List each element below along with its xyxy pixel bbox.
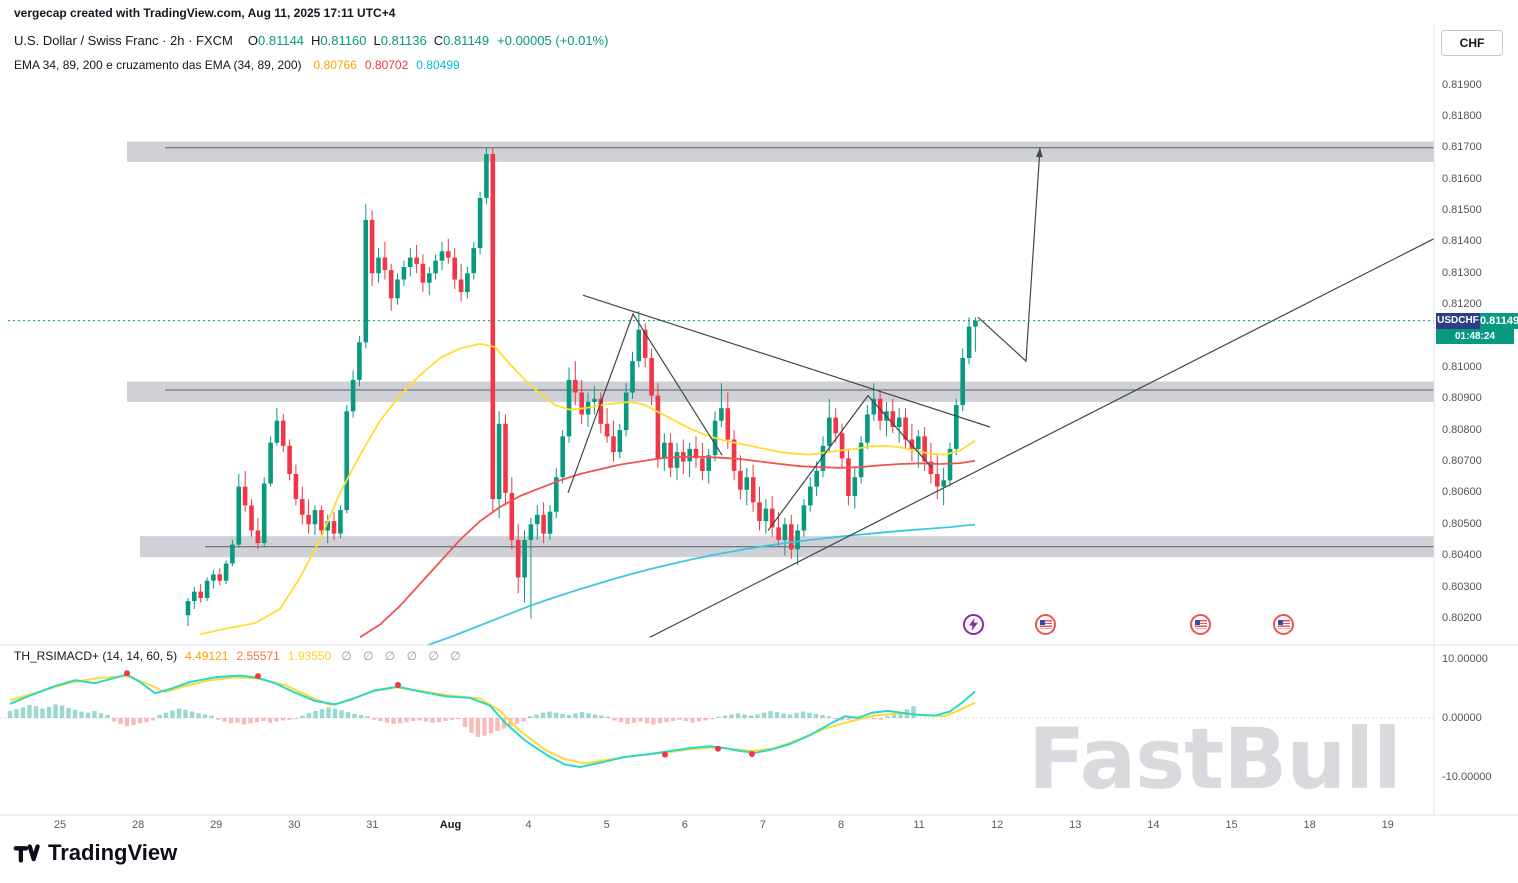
ema-89-line [359,455,976,638]
lightning-bolt-icon [969,618,978,631]
indicator-label: TH_RSIMACD+ (14, 14, 60, 5) [14,649,178,663]
indicator-tick: -10.00000 [1442,770,1492,783]
time-tick: 7 [759,819,766,831]
dividers-layer [0,24,1518,816]
fastbull-watermark: FastBull [1028,710,1402,808]
time-tick: 4 [525,819,532,831]
indicator-header[interactable]: TH_RSIMACD+ (14, 14, 60, 5) 4.49121 2.5557… [14,649,465,663]
ohlc-close-value: 0.81149 [443,33,490,48]
time-tick: 8 [837,819,845,831]
flag-event-icon[interactable] [1190,614,1211,635]
price-label-symbol: USDCHF [1436,312,1480,329]
ema-lines-layer [199,342,976,646]
price-tick: 0.80900 [1442,392,1482,405]
time-tick: 30 [288,819,301,831]
price-tick: 0.81700 [1442,141,1482,154]
ohlc-open-label: O [247,33,258,48]
indicator-tick: 0.00000 [1442,711,1482,724]
time-tick: 19 [1381,819,1394,831]
time-tick: 29 [210,819,223,831]
change-value: +0.00005 (+0.01%) [497,33,609,48]
time-tick: 6 [681,819,688,831]
flag-icon [1194,620,1207,629]
ema-89-value: 0.80702 [364,58,409,72]
price-tick: 0.81900 [1442,78,1482,91]
indicator-value-2: 2.55571 [236,649,280,663]
symbol-title[interactable]: U.S. Dollar / Swiss Franc · 2h · FXCM [14,33,233,48]
price-tick: 0.80400 [1442,549,1482,562]
time-tick: 28 [131,819,145,831]
price-tick: 0.80200 [1442,611,1482,624]
time-tick: 14 [1147,819,1160,831]
ohlc-open-value: 0.81144 [258,33,305,48]
time-tick: 11 [913,819,925,831]
time-tick: 15 [1225,819,1238,831]
ohlc-high-label: H [311,33,321,48]
ema-label: EMA 34, 89, 200 e cruzamento das EMA (34… [14,58,302,72]
sr-zones-layer [127,141,1434,558]
price-tick: 0.81000 [1442,360,1482,373]
tradingview-logo-icon[interactable] [12,839,40,867]
flag-event-icon[interactable] [1273,614,1294,635]
trendlines-layer [567,147,1435,638]
price-tick: 0.81600 [1442,172,1482,185]
price-label-countdown: 01:48:24 [1436,328,1514,344]
indicator-value-3: 1.93550 [287,649,332,663]
symbol-header[interactable]: U.S. Dollar / Swiss Franc · 2h · FXCM O0.… [14,33,608,48]
ema-200-value: 0.80499 [416,58,460,72]
price-tick: 0.80800 [1442,423,1482,436]
ema-200-line [427,523,976,646]
ema-34-line [199,342,976,635]
time-tick: 18 [1303,819,1316,831]
price-tick: 0.80700 [1442,455,1482,467]
time-tick: 12 [991,819,1004,831]
ohlc-close-label: C [433,33,444,48]
time-tick: Aug [439,819,462,831]
price-tick: 0.80600 [1442,486,1482,499]
price-tick: 0.80300 [1442,580,1482,593]
price-axis[interactable]: 0.81900 0.81800 0.81700 0.81600 0.81500 0.814… [1434,0,1518,835]
time-tick: 25 [53,819,67,831]
time-axis[interactable]: 25 28 29 30 31 Aug 4 5 6 7 8 11 12 13 14 15 18 19 [0,815,1434,837]
lightning-event-icon[interactable] [963,614,984,635]
time-tick: 13 [1069,819,1082,831]
flag-icon [1277,620,1290,629]
currency-label: CHF [1459,36,1485,50]
price-tick: 0.80500 [1442,517,1482,530]
footer-branding: TradingView [12,839,177,867]
price-tick: 0.81500 [1442,204,1482,216]
last-price-label: USDCHF 0.81149 01:48:24 [1436,312,1518,344]
price-tick: 0.81200 [1442,298,1482,311]
flag-icon [1039,620,1052,629]
indicator-tick: 10.00000 [1442,652,1488,665]
currency-toggle-button[interactable]: CHF [1441,30,1503,56]
ohlc-low-label: L [373,33,381,48]
price-tick: 0.81800 [1442,109,1482,122]
time-tick: 5 [603,819,610,831]
creator-watermark: vergecap created with TradingView.com, A… [14,6,396,20]
price-tick: 0.81300 [1442,266,1482,279]
indicator-empty-values: ∅ ∅ ∅ ∅ ∅ ∅ [341,649,465,663]
price-label-value: 0.81149 [1480,312,1518,329]
time-tick: 31 [366,819,379,831]
indicator-layer [0,670,1434,768]
ema-34-value: 0.80766 [313,58,357,72]
indicator-value-1: 4.49121 [185,649,229,663]
price-tick: 0.81400 [1442,235,1482,248]
ohlc-high-value: 0.81160 [320,33,367,48]
ema-header[interactable]: EMA 34, 89, 200 e cruzamento das EMA (34… [14,58,460,72]
flag-event-icon[interactable] [1035,614,1056,635]
ohlc-low-value: 0.81136 [380,33,427,48]
candles-layer [185,147,978,627]
tradingview-logo-text[interactable]: TradingView [48,840,178,865]
